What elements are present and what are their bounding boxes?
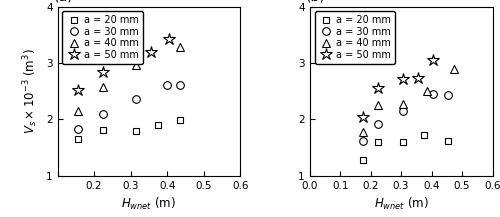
a = 50 mm xyxy=(74,89,80,91)
Text: (a): (a) xyxy=(54,0,74,3)
a = 20 mm xyxy=(376,141,382,143)
a = 20 mm xyxy=(421,134,427,136)
a = 20 mm xyxy=(446,140,452,142)
a = 40 mm xyxy=(177,46,183,48)
a = 40 mm xyxy=(424,90,430,92)
a = 30 mm xyxy=(430,93,436,95)
a = 50 mm xyxy=(400,77,406,80)
Y-axis label: $V_s \times 10^{-3}$ (m$^3$): $V_s \times 10^{-3}$ (m$^3$) xyxy=(22,48,40,134)
X-axis label: $H_{wnet}$ (m): $H_{wnet}$ (m) xyxy=(374,196,428,212)
a = 30 mm xyxy=(446,93,452,96)
a = 30 mm xyxy=(177,84,183,87)
Line: a = 30 mm: a = 30 mm xyxy=(74,82,184,133)
Line: a = 40 mm: a = 40 mm xyxy=(74,43,184,115)
a = 50 mm xyxy=(430,59,436,61)
a = 30 mm xyxy=(100,112,106,115)
a = 30 mm xyxy=(164,84,170,87)
Line: a = 20 mm: a = 20 mm xyxy=(360,132,452,163)
Line: a = 50 mm: a = 50 mm xyxy=(357,54,440,123)
Text: (b): (b) xyxy=(306,0,326,3)
a = 30 mm xyxy=(360,140,366,142)
a = 40 mm xyxy=(452,67,458,70)
a = 50 mm xyxy=(100,71,106,73)
a = 30 mm xyxy=(400,110,406,112)
a = 40 mm xyxy=(376,103,382,106)
Line: a = 40 mm: a = 40 mm xyxy=(359,65,458,136)
Legend: a = 20 mm, a = 30 mm, a = 40 mm, a = 50 mm: a = 20 mm, a = 30 mm, a = 40 mm, a = 50 … xyxy=(314,11,394,64)
a = 20 mm xyxy=(74,138,80,140)
a = 20 mm xyxy=(177,119,183,122)
Legend: a = 20 mm, a = 30 mm, a = 40 mm, a = 50 mm: a = 20 mm, a = 30 mm, a = 40 mm, a = 50 … xyxy=(62,11,142,64)
a = 40 mm xyxy=(100,85,106,88)
a = 50 mm xyxy=(148,50,154,53)
Line: a = 20 mm: a = 20 mm xyxy=(74,117,183,142)
a = 50 mm xyxy=(133,53,139,56)
a = 50 mm xyxy=(360,116,366,118)
a = 30 mm xyxy=(133,98,139,100)
X-axis label: $H_{wnet}$ (m): $H_{wnet}$ (m) xyxy=(122,196,176,212)
a = 20 mm xyxy=(400,141,406,143)
a = 40 mm xyxy=(400,102,406,105)
a = 30 mm xyxy=(376,123,382,125)
a = 30 mm xyxy=(74,128,80,130)
Line: a = 50 mm: a = 50 mm xyxy=(72,32,175,96)
a = 50 mm xyxy=(166,37,172,40)
a = 50 mm xyxy=(415,76,421,79)
a = 40 mm xyxy=(74,110,80,112)
a = 40 mm xyxy=(360,130,366,133)
a = 20 mm xyxy=(360,159,366,161)
a = 20 mm xyxy=(100,128,106,131)
a = 50 mm xyxy=(376,86,382,89)
a = 40 mm xyxy=(133,63,139,66)
a = 20 mm xyxy=(133,129,139,132)
a = 20 mm xyxy=(155,124,161,126)
Line: a = 30 mm: a = 30 mm xyxy=(359,90,452,145)
